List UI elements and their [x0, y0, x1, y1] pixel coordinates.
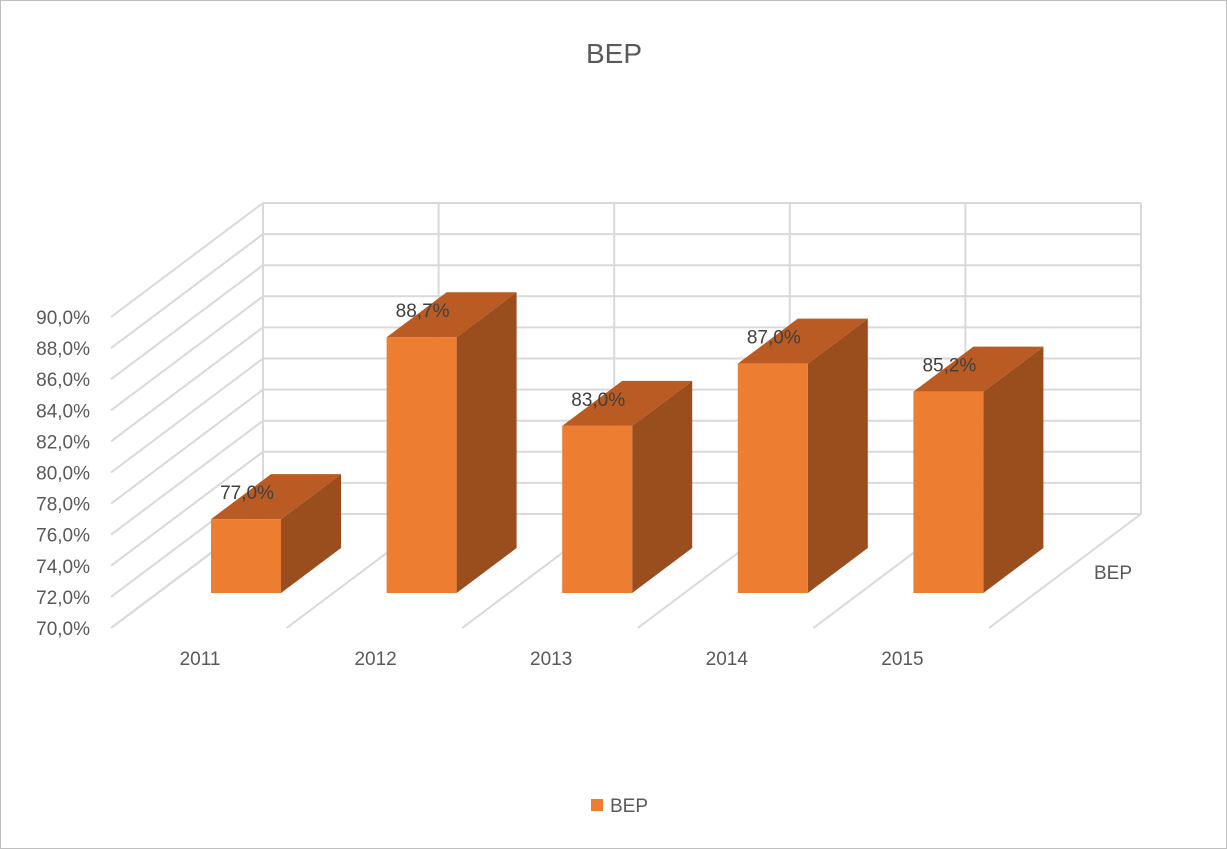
legend: BEP — [591, 796, 648, 817]
bar-front — [562, 425, 633, 593]
bar-front — [386, 337, 457, 593]
gridline-side — [110, 326, 264, 443]
gridline-side — [110, 202, 264, 318]
x-tick-label: 2013 — [530, 649, 572, 670]
legend-label: BEP — [610, 796, 648, 817]
data-label: 77,0% — [220, 483, 274, 504]
x-axis-ticks: 2011 2012 2013 2014 2015 — [180, 649, 924, 670]
bar-2014: 87,0% — [737, 318, 868, 593]
bar-top — [211, 474, 341, 520]
y-tick-label: 86,0% — [36, 370, 90, 391]
x-tick-label: 2014 — [706, 649, 749, 670]
bar-side — [456, 292, 517, 593]
bar-side — [632, 380, 693, 593]
bar-front — [913, 391, 984, 593]
legend-swatch — [591, 799, 603, 811]
x-tick-label: 2011 — [180, 649, 221, 670]
bar-2011: 77,0% — [211, 474, 341, 593]
gridline-side — [110, 357, 264, 474]
bar-side — [983, 346, 1044, 593]
bar-side — [281, 474, 341, 593]
x-tick-label: 2015 — [881, 649, 923, 670]
y-tick-label: 84,0% — [36, 401, 90, 422]
gridline-side — [110, 450, 264, 567]
bar-front — [737, 363, 808, 593]
bar-2012: 88,7% — [386, 292, 517, 593]
data-label: 83,0% — [571, 390, 625, 411]
gridline-side — [110, 233, 264, 349]
data-label: 88,7% — [396, 301, 450, 322]
gridline-side — [110, 264, 264, 381]
gridline-side — [110, 419, 264, 536]
y-tick-label: 76,0% — [36, 526, 90, 547]
bar-side — [807, 318, 868, 593]
chart-title: BEP — [586, 38, 642, 69]
y-tick-label: 88,0% — [36, 339, 90, 360]
data-label: 85,2% — [922, 356, 976, 377]
bar-top — [386, 292, 517, 338]
data-label: 87,0% — [747, 328, 801, 349]
y-tick-label: 80,0% — [36, 464, 90, 485]
bar-top — [562, 380, 693, 426]
y-axis-ticks: 70,0% 72,0% 74,0% 76,0% 78,0% 80,0% 82,0% 84,0%… — [36, 308, 90, 640]
y-tick-label: 90,0% — [36, 308, 90, 329]
y-tick-label: 82,0% — [36, 432, 90, 453]
y-tick-label: 70,0% — [36, 619, 90, 640]
y-tick-label: 74,0% — [36, 557, 90, 578]
bar-2015: 85,2% — [913, 346, 1044, 593]
bar-2013: 83,0% — [562, 380, 693, 593]
bar-top — [913, 346, 1044, 392]
x-tick-label: 2012 — [354, 649, 396, 670]
bar-layer: 77,0% 88,7% 83,0% 87,0% 85,2% — [211, 292, 1044, 593]
bar-front — [211, 519, 281, 593]
gridline-side — [110, 295, 264, 412]
bar-top — [737, 318, 868, 364]
y-tick-label: 72,0% — [36, 588, 90, 609]
depth-axis-label: BEP — [1094, 563, 1132, 584]
gridline-floor — [988, 513, 1142, 629]
y-tick-label: 78,0% — [36, 495, 90, 516]
gridline-side — [110, 388, 264, 505]
